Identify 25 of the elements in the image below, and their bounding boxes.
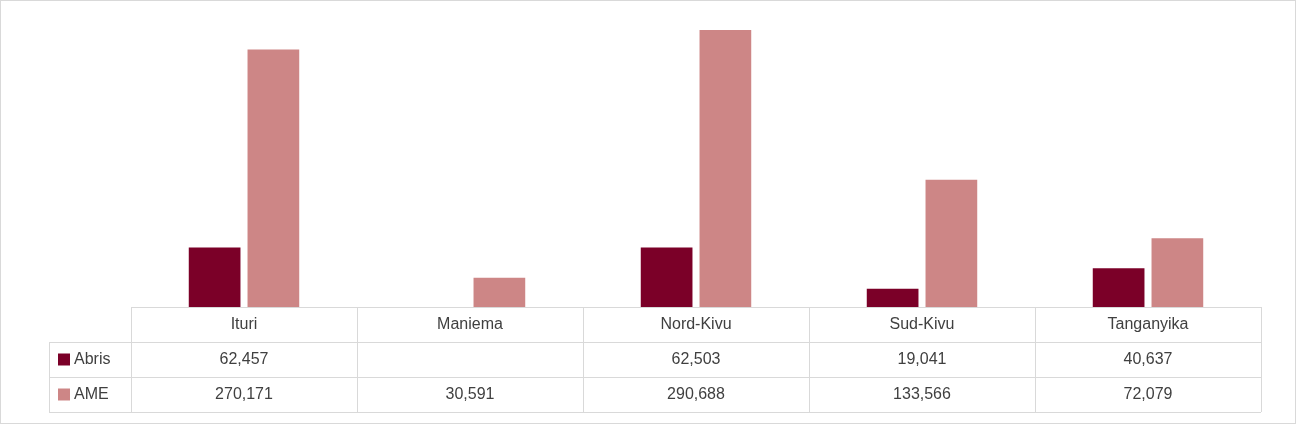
- data-label: 19,041: [897, 349, 947, 367]
- bar: [188, 247, 241, 307]
- bar: [640, 247, 693, 307]
- data-label: 290,688: [667, 384, 726, 402]
- data-label: 62,503: [671, 349, 721, 367]
- legend-label: Abris: [74, 349, 111, 367]
- bar: [247, 49, 300, 307]
- x-tick-label: Nord-Kivu: [660, 314, 732, 332]
- data-label: 30,591: [445, 384, 495, 402]
- data-label: 133,566: [893, 384, 952, 402]
- x-tick-label: Ituri: [230, 314, 258, 332]
- x-tick-label: Sud-Kivu: [889, 314, 955, 332]
- bar: [1151, 238, 1204, 307]
- bar: [473, 277, 526, 307]
- bar: [1092, 268, 1145, 307]
- bar: [925, 179, 978, 307]
- data-label: 40,637: [1123, 349, 1173, 367]
- data-label: 62,457: [219, 349, 269, 367]
- bar: [866, 288, 919, 307]
- x-tick-label: Maniema: [437, 314, 503, 332]
- data-label: 72,079: [1123, 384, 1173, 402]
- bar: [699, 29, 752, 307]
- x-tick-label: Tanganyika: [1107, 314, 1189, 332]
- data-label: 270,171: [215, 384, 274, 402]
- legend-label: AME: [74, 384, 109, 402]
